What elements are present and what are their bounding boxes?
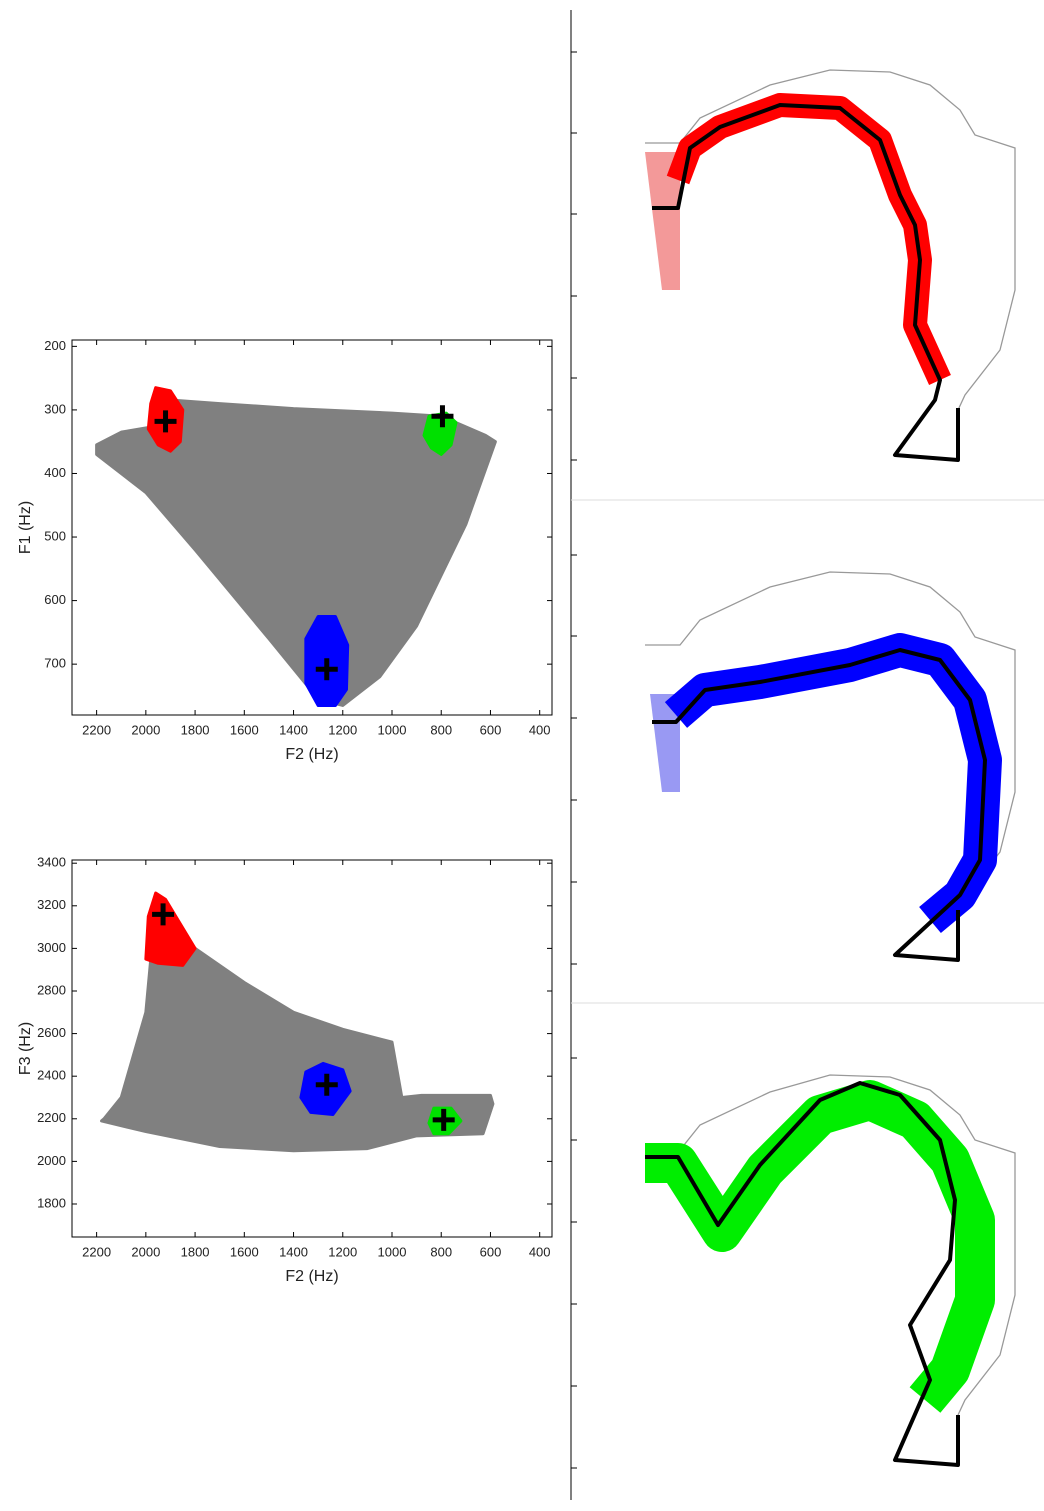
x-tick-label: 1800 bbox=[181, 722, 210, 737]
x-tick-label: 1400 bbox=[279, 722, 308, 737]
data-region bbox=[144, 891, 197, 967]
y-tick-label: 400 bbox=[44, 465, 66, 480]
y-tick-label: 2000 bbox=[37, 1153, 66, 1168]
x-tick-label: 400 bbox=[529, 722, 551, 737]
y-tick-label: 1800 bbox=[37, 1195, 66, 1210]
x-tick-label: 1600 bbox=[230, 722, 259, 737]
y-tick-label: 3000 bbox=[37, 940, 66, 955]
cross-marker bbox=[315, 658, 338, 681]
x-tick-label: 2000 bbox=[131, 722, 160, 737]
tract-blue bbox=[645, 571, 1016, 962]
y-tick-label: 2400 bbox=[37, 1068, 66, 1083]
data-region bbox=[95, 398, 497, 707]
x-axis-label: F2 (Hz) bbox=[285, 746, 338, 763]
x-tick-label: 1400 bbox=[279, 1244, 308, 1259]
x-tick-label: 1200 bbox=[328, 1244, 357, 1259]
tract-panels bbox=[570, 10, 1044, 1500]
y-tick-label: 700 bbox=[44, 656, 66, 671]
spine-ticks bbox=[571, 51, 1044, 1469]
axes-box bbox=[71, 339, 553, 716]
y-axis-label: F3 (Hz) bbox=[17, 1022, 34, 1075]
x-tick-label: 1000 bbox=[378, 1244, 407, 1259]
chart: 2200 2000 1800 1600 1400 1200 1000 800 600 400 180… bbox=[17, 855, 553, 1285]
cross-marker bbox=[315, 1073, 338, 1096]
y-tick-label: 500 bbox=[44, 528, 66, 543]
x-tick-label: 1800 bbox=[181, 1244, 210, 1259]
y-tick-label: 300 bbox=[44, 401, 66, 416]
x-tick-label: 2200 bbox=[82, 722, 111, 737]
cross-marker bbox=[432, 1108, 455, 1131]
y-axis-label: F1 (Hz) bbox=[17, 501, 34, 554]
y-tick-label: 600 bbox=[44, 592, 66, 607]
chart: 2200 2000 1800 1600 1400 1200 1000 800 600 400 200… bbox=[17, 338, 553, 763]
y-tick-label: 200 bbox=[44, 338, 66, 353]
x-tick-label: 2200 bbox=[82, 1244, 111, 1259]
cross-marker bbox=[152, 903, 175, 926]
y-tick-label: 2200 bbox=[37, 1110, 66, 1125]
tract-green bbox=[645, 1074, 1016, 1467]
x-tick-label: 800 bbox=[430, 1244, 452, 1259]
x-tick-label: 2000 bbox=[131, 1244, 160, 1259]
x-tick-label: 800 bbox=[430, 722, 452, 737]
axes-box bbox=[71, 859, 553, 1238]
x-tick-label: 1600 bbox=[230, 1244, 259, 1259]
cross-marker bbox=[154, 410, 177, 433]
x-tick-label: 400 bbox=[529, 1244, 551, 1259]
x-tick-label: 1200 bbox=[328, 722, 357, 737]
x-tick-label: 600 bbox=[480, 1244, 502, 1259]
x-axis-label: F2 (Hz) bbox=[285, 1268, 338, 1285]
x-tick-label: 600 bbox=[480, 722, 502, 737]
y-tick-label: 2800 bbox=[37, 982, 66, 997]
y-tick-label: 2600 bbox=[37, 1025, 66, 1040]
x-tick-label: 1000 bbox=[378, 722, 407, 737]
cross-marker bbox=[431, 405, 454, 428]
y-tick-label: 3400 bbox=[37, 855, 66, 870]
tract-red bbox=[645, 69, 1016, 462]
y-tick-label: 3200 bbox=[37, 897, 66, 912]
